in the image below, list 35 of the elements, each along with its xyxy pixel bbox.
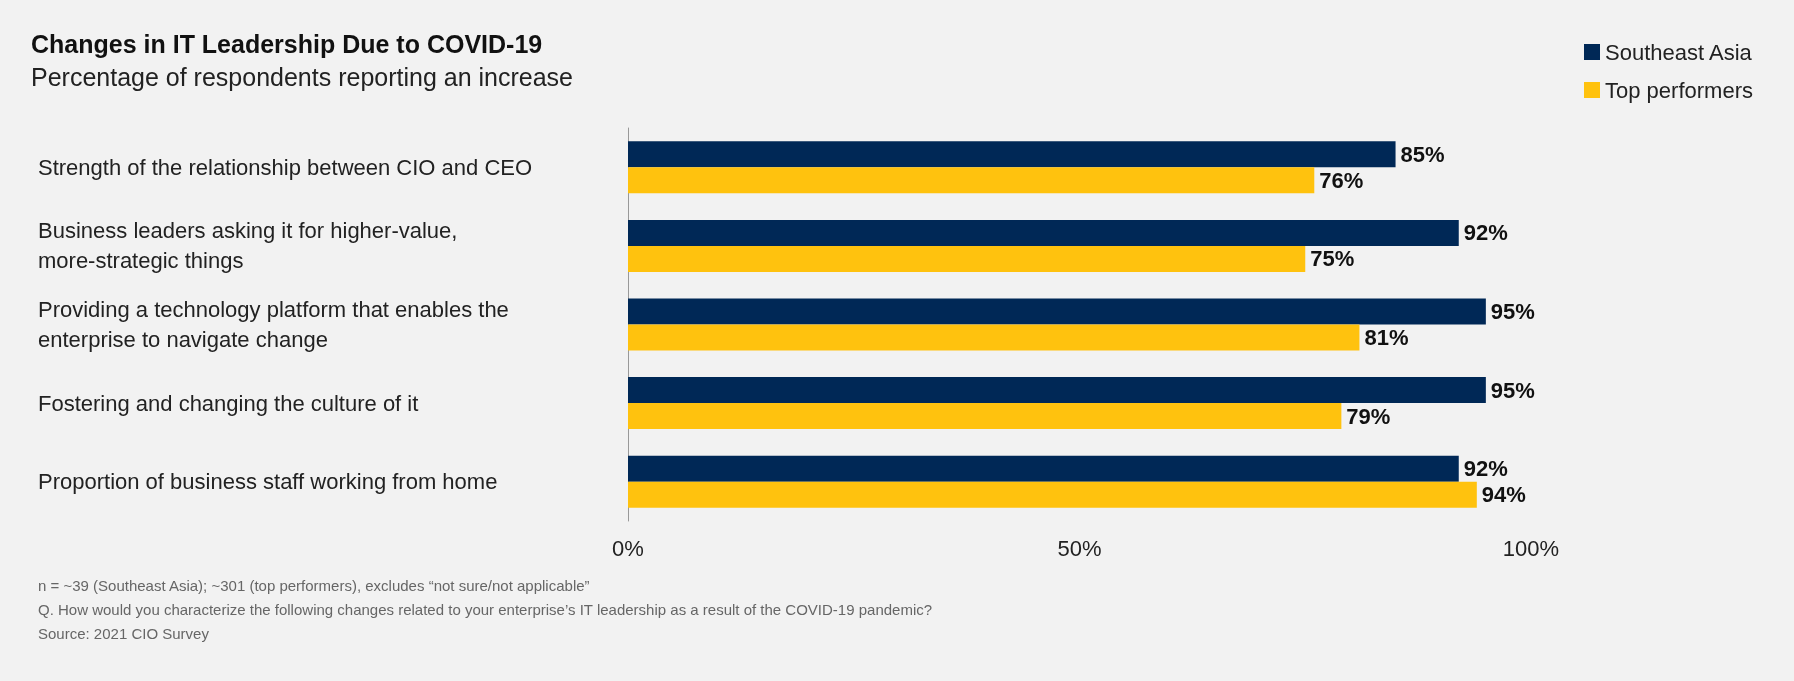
data-label: 79% [1346, 403, 1391, 429]
y-tick-label: Proportion of business staff working from home [38, 469, 498, 495]
text: n = ~39 (Southeast Asia); ~301 (top performers), excludes “not sure/not applicable” [38, 577, 590, 594]
y-tick-label: Strength of the relationship between CIO and CEO [38, 154, 533, 180]
bar [628, 455, 1459, 482]
data-label: 81% [1364, 325, 1409, 350]
bar [628, 167, 1315, 194]
x-tick-label: 0% [612, 535, 644, 561]
bar [628, 141, 1396, 168]
data-label: 75% [1310, 246, 1355, 272]
bar [628, 377, 1486, 404]
data-label: 85% [1400, 141, 1445, 167]
data-label: 92% [1463, 220, 1508, 246]
bar [628, 219, 1459, 246]
legend-label: Southeast Asia [1605, 39, 1753, 65]
legend-label: Top performers [1605, 77, 1753, 103]
data-label: 95% [1490, 299, 1535, 324]
data-label: 95% [1490, 377, 1535, 403]
y-tick-label: Business leaders asking it for higher-value, more-strategic things [38, 218, 464, 274]
text: Q. How would you characterize the following changes related to your enterprise’s IT leadership as a result of the COVID-19 pandemic? [38, 601, 933, 618]
y-tick-label: Providing a technology platform that enables the enterprise to navigate change [38, 297, 515, 352]
bar [628, 481, 1477, 508]
bar [628, 298, 1486, 325]
text: Percentage of respondents reporting an increase [31, 62, 574, 91]
source-note: Source: 2021 CIO Survey [38, 625, 210, 642]
y-tick-label: Fostering and changing the culture of it [38, 390, 419, 416]
text: Changes in IT Leadership Due to COVID-19 [31, 29, 543, 58]
bar [628, 403, 1342, 430]
x-tick-label: 50% [1057, 535, 1102, 561]
data-label: 76% [1319, 167, 1364, 193]
data-label: 94% [1481, 482, 1526, 508]
bar [628, 324, 1360, 351]
x-tick-label: 100% [1502, 535, 1560, 561]
bar [628, 245, 1306, 272]
data-label: 92% [1463, 456, 1508, 482]
